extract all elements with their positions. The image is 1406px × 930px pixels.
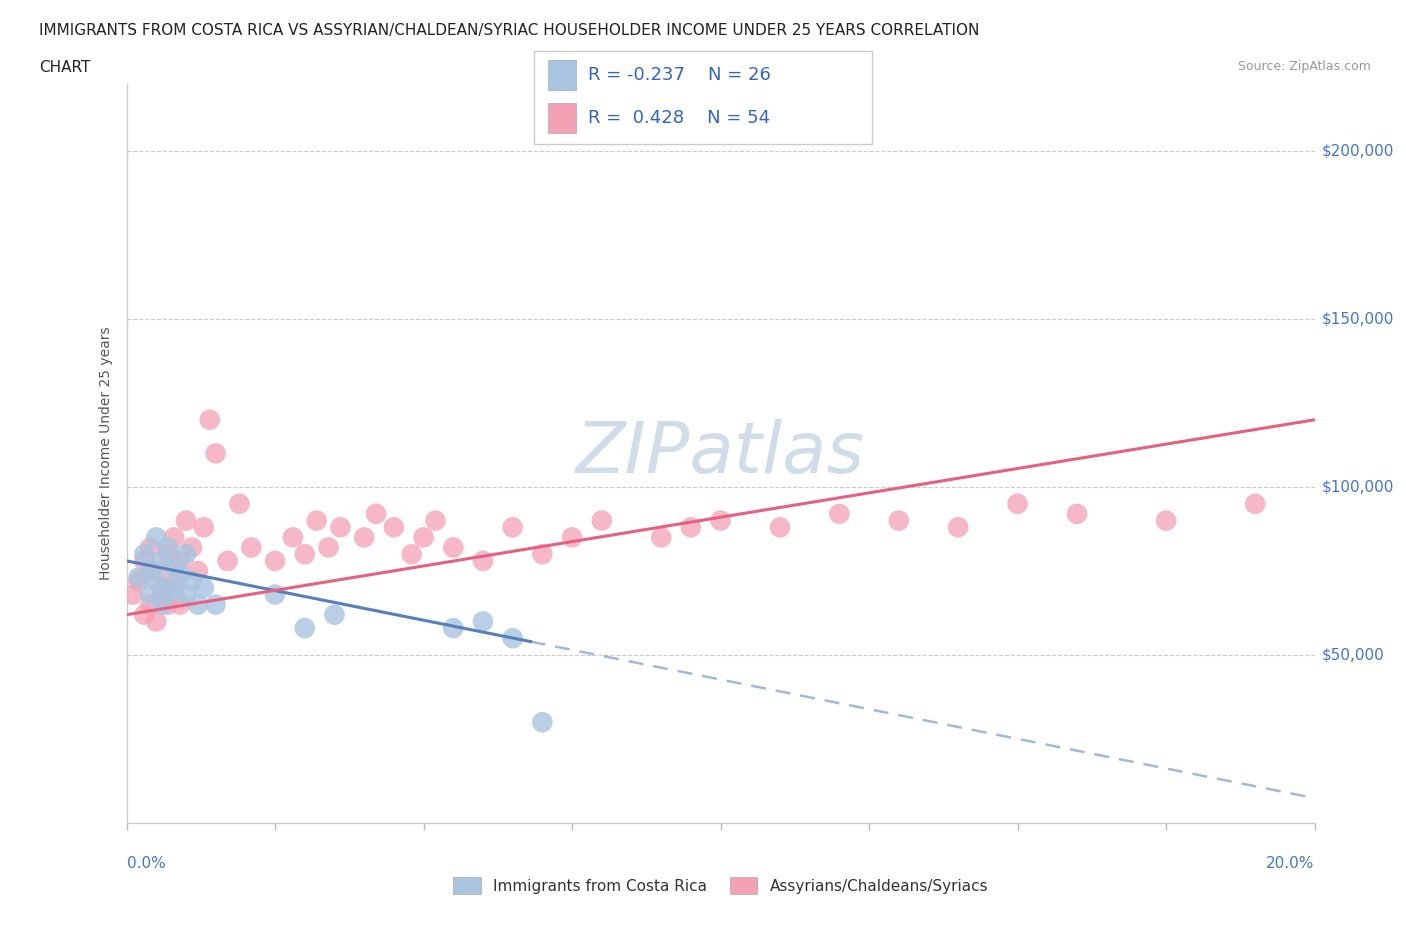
- Point: [425, 513, 447, 528]
- Point: [1154, 513, 1177, 528]
- Point: [187, 564, 209, 578]
- Point: [441, 540, 464, 555]
- Point: [157, 580, 180, 595]
- Point: [318, 540, 340, 555]
- Point: [204, 445, 226, 460]
- Point: [471, 553, 495, 568]
- Point: [281, 530, 304, 545]
- Point: [134, 547, 156, 562]
- Text: $50,000: $50,000: [1322, 647, 1385, 662]
- Point: [353, 530, 375, 545]
- Point: [157, 547, 180, 562]
- Point: [264, 587, 287, 602]
- Point: [150, 580, 173, 595]
- Point: [169, 567, 191, 582]
- Point: [145, 614, 167, 629]
- Point: [412, 530, 434, 545]
- Text: IMMIGRANTS FROM COSTA RICA VS ASSYRIAN/CHALDEAN/SYRIAC HOUSEHOLDER INCOME UNDER : IMMIGRANTS FROM COSTA RICA VS ASSYRIAN/C…: [39, 23, 980, 38]
- Point: [163, 584, 186, 599]
- Point: [150, 587, 173, 602]
- Point: [150, 597, 173, 612]
- Point: [502, 631, 524, 645]
- Point: [145, 574, 167, 589]
- Text: $150,000: $150,000: [1322, 312, 1393, 326]
- Point: [157, 540, 180, 555]
- Text: R =  0.428    N = 54: R = 0.428 N = 54: [588, 109, 770, 127]
- Point: [163, 574, 186, 589]
- Point: [240, 540, 263, 555]
- Point: [948, 520, 970, 535]
- Point: [134, 553, 156, 568]
- Point: [561, 530, 583, 545]
- Point: [157, 597, 180, 612]
- Point: [364, 507, 387, 522]
- Text: 0.0%: 0.0%: [127, 856, 166, 870]
- Point: [193, 520, 215, 535]
- Point: [401, 547, 423, 562]
- Text: $100,000: $100,000: [1322, 480, 1393, 495]
- Point: [139, 587, 162, 602]
- Point: [139, 540, 162, 555]
- Point: [264, 553, 287, 568]
- Point: [163, 560, 186, 575]
- Point: [145, 530, 167, 545]
- Text: $200,000: $200,000: [1322, 143, 1393, 158]
- Point: [127, 570, 149, 585]
- Point: [180, 540, 202, 555]
- Point: [121, 587, 143, 602]
- Point: [305, 513, 328, 528]
- Text: Source: ZipAtlas.com: Source: ZipAtlas.com: [1237, 60, 1371, 73]
- Text: CHART: CHART: [39, 60, 91, 75]
- Point: [174, 513, 197, 528]
- Text: R = -0.237    N = 26: R = -0.237 N = 26: [588, 66, 770, 85]
- Point: [174, 587, 197, 602]
- Point: [294, 547, 316, 562]
- Point: [169, 553, 191, 568]
- Point: [531, 715, 554, 730]
- Point: [174, 547, 197, 562]
- Point: [887, 513, 910, 528]
- Point: [163, 530, 186, 545]
- Point: [1066, 507, 1088, 522]
- Point: [531, 547, 554, 562]
- Point: [134, 607, 156, 622]
- Point: [204, 597, 226, 612]
- Point: [502, 520, 524, 535]
- Point: [198, 412, 221, 427]
- Point: [382, 520, 405, 535]
- Point: [828, 507, 851, 522]
- Point: [217, 553, 239, 568]
- Point: [1244, 497, 1267, 512]
- Point: [769, 520, 792, 535]
- Point: [193, 580, 215, 595]
- Point: [180, 574, 202, 589]
- Point: [294, 620, 316, 635]
- Point: [709, 513, 731, 528]
- Legend: Immigrants from Costa Rica, Assyrians/Chaldeans/Syriacs: Immigrants from Costa Rica, Assyrians/Ch…: [447, 870, 994, 900]
- Point: [187, 597, 209, 612]
- Point: [323, 607, 346, 622]
- Text: ZIPatlas: ZIPatlas: [576, 418, 865, 488]
- Point: [145, 564, 167, 578]
- Point: [441, 620, 464, 635]
- Point: [471, 614, 495, 629]
- Point: [329, 520, 352, 535]
- Point: [679, 520, 702, 535]
- Point: [650, 530, 672, 545]
- Point: [139, 564, 162, 578]
- Point: [139, 597, 162, 612]
- Point: [228, 497, 250, 512]
- Point: [1007, 497, 1029, 512]
- Point: [127, 574, 149, 589]
- Y-axis label: Householder Income Under 25 years: Householder Income Under 25 years: [100, 326, 114, 580]
- Point: [169, 597, 191, 612]
- Point: [150, 553, 173, 568]
- Point: [591, 513, 613, 528]
- Text: 20.0%: 20.0%: [1267, 856, 1315, 870]
